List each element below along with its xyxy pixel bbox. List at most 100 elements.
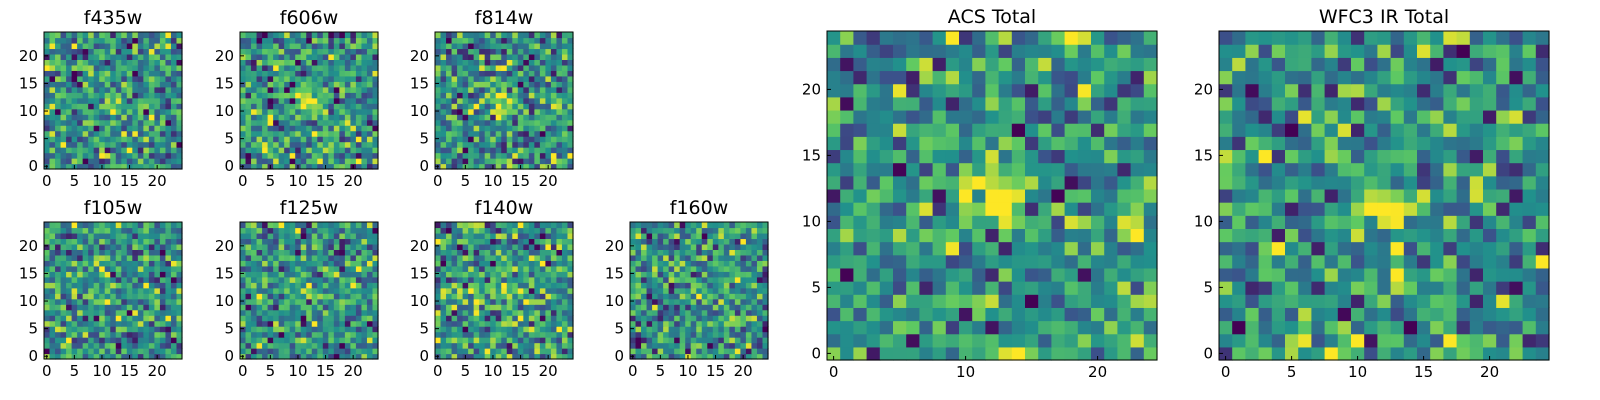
heatmap-cell <box>110 298 117 305</box>
heatmap-cell <box>306 249 313 256</box>
heatmap-cell <box>550 320 558 327</box>
heatmap-cell <box>457 243 464 250</box>
heatmap-cell <box>115 163 122 170</box>
heatmap-cell <box>372 342 379 349</box>
heatmap-cell <box>82 59 89 66</box>
heatmap-cell <box>132 265 139 272</box>
heatmap-cell <box>756 271 764 278</box>
heatmap-cell <box>517 64 524 71</box>
heatmap-cell <box>718 348 725 355</box>
heatmap-cell <box>1143 281 1158 295</box>
heatmap-cell <box>44 59 51 66</box>
heatmap-cell <box>490 53 497 60</box>
heatmap-cell <box>306 108 313 115</box>
heatmap-cell <box>550 130 558 137</box>
heatmap-cell <box>712 309 719 316</box>
heatmap-cell <box>121 158 128 165</box>
heatmap-cell <box>484 86 491 93</box>
heatmap-cell <box>539 298 546 305</box>
heatmap-cell <box>333 249 340 256</box>
heatmap-cell <box>479 276 486 283</box>
heatmap-cell <box>668 282 675 289</box>
heatmap-cell <box>550 163 558 170</box>
heatmap-cell <box>284 331 291 338</box>
heatmap-cell <box>126 114 133 121</box>
heatmap-cell <box>550 108 558 115</box>
heatmap-cell <box>457 331 464 338</box>
heatmap-cell <box>679 298 686 305</box>
heatmap-cell <box>165 249 172 256</box>
heatmap-cell <box>501 32 508 39</box>
x-tick-label: 0 <box>42 362 52 380</box>
heatmap-cell <box>674 337 681 344</box>
heatmap-cell <box>630 271 637 278</box>
heatmap-cell <box>49 227 56 234</box>
heatmap-cell <box>170 37 178 44</box>
heatmap-cell <box>556 232 563 240</box>
heatmap-cell <box>506 276 513 283</box>
heatmap-cell <box>300 108 307 115</box>
heatmap-cell <box>66 342 73 349</box>
heatmap-cell <box>93 271 100 278</box>
x-tick-label: 15 <box>511 362 530 380</box>
heatmap-cell <box>528 53 535 60</box>
heatmap-cell <box>262 265 269 272</box>
heatmap-cell <box>663 331 670 338</box>
heatmap-cell <box>635 331 642 338</box>
heatmap-cell <box>104 348 111 355</box>
heatmap-cell <box>240 238 247 245</box>
heatmap-cell <box>126 70 133 77</box>
heatmap-cell <box>350 271 357 278</box>
heatmap-cell <box>517 81 524 88</box>
heatmap-cell <box>945 188 960 203</box>
heatmap-cell <box>512 119 519 126</box>
heatmap-cell <box>104 315 111 322</box>
heatmap-cell <box>344 108 351 115</box>
heatmap-cell <box>1130 254 1145 269</box>
heatmap-cell <box>462 276 469 283</box>
heatmap-cell <box>278 293 285 300</box>
heatmap-cell <box>300 282 307 289</box>
heatmap-cell <box>561 53 569 60</box>
heatmap-cell <box>545 86 552 93</box>
heatmap-cell <box>165 158 172 165</box>
heatmap-cell <box>745 315 753 322</box>
heatmap-cell <box>350 265 357 272</box>
heatmap-cell <box>523 59 530 66</box>
heatmap-cell <box>306 92 313 99</box>
heatmap-cell <box>262 158 269 165</box>
heatmap-cell <box>495 103 502 110</box>
heatmap-cell <box>906 228 920 243</box>
heatmap-cell <box>262 254 269 261</box>
heatmap-cell <box>110 249 117 256</box>
heatmap-cell <box>66 222 73 229</box>
heatmap-cell <box>652 282 659 289</box>
heatmap-cell <box>278 232 285 240</box>
heatmap-cell <box>1077 294 1092 308</box>
heatmap-cell <box>495 315 502 322</box>
heatmap-cell <box>556 97 563 104</box>
heatmap-cell <box>366 243 374 250</box>
heatmap-cell <box>55 130 62 137</box>
heatmap-cell <box>350 326 357 333</box>
heatmap-cell <box>1025 202 1039 216</box>
heatmap-cell <box>567 315 574 322</box>
heatmap-cell <box>668 298 675 305</box>
heatmap-cell <box>300 342 307 349</box>
heatmap-cell <box>919 254 934 269</box>
heatmap-cell <box>372 37 379 44</box>
heatmap-cell <box>256 254 263 261</box>
heatmap-cell <box>165 64 172 71</box>
heatmap-cell <box>289 86 296 93</box>
heatmap-cell <box>344 260 351 267</box>
heatmap-cell <box>734 298 741 305</box>
heatmap-cell <box>893 162 907 177</box>
heatmap-cell <box>457 125 464 132</box>
heatmap-cell <box>567 136 574 143</box>
heatmap-cell <box>256 227 263 234</box>
heatmap-cell <box>71 265 78 272</box>
heatmap-cell <box>154 130 161 137</box>
heatmap-cell <box>495 64 502 71</box>
heatmap-cell <box>646 222 653 229</box>
heatmap-cell <box>49 103 56 110</box>
